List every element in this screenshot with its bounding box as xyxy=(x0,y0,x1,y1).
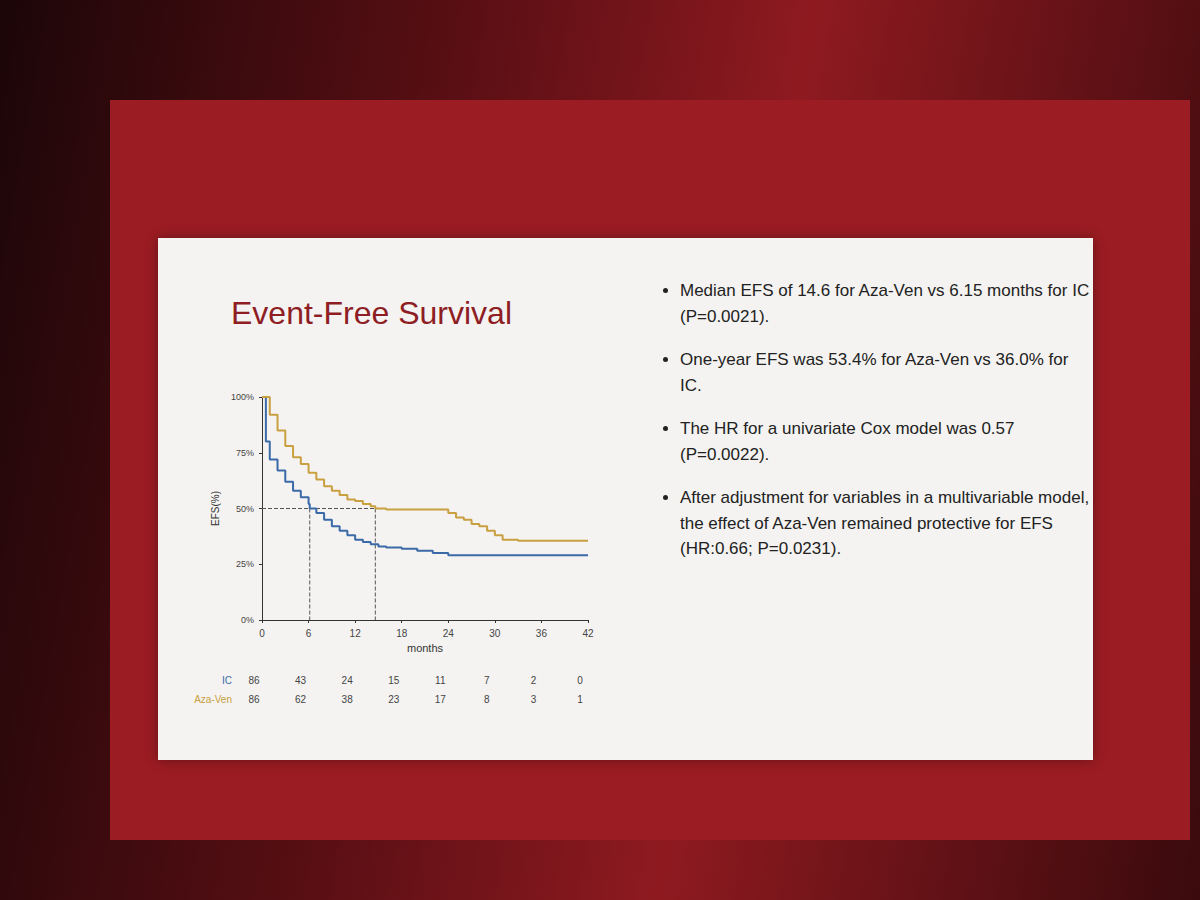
svg-text:6: 6 xyxy=(306,628,312,639)
svg-text:24: 24 xyxy=(443,628,455,639)
svg-text:EFS(%): EFS(%) xyxy=(210,491,221,526)
svg-text:86: 86 xyxy=(248,675,260,686)
svg-text:18: 18 xyxy=(396,628,408,639)
svg-text:Event-Free Survival: Event-Free Survival xyxy=(231,295,512,331)
svg-text:15: 15 xyxy=(388,675,400,686)
html-text:After adjustment for variables: After adjustment for variables in a mult… xyxy=(680,488,1090,558)
svg-text:0: 0 xyxy=(259,628,265,639)
svg-text:0%: 0% xyxy=(241,615,254,625)
svg-text:38: 38 xyxy=(342,694,354,705)
svg-text:2: 2 xyxy=(531,675,537,686)
svg-text:24: 24 xyxy=(342,675,354,686)
svg-text:50%: 50% xyxy=(236,504,254,514)
svg-text:43: 43 xyxy=(295,675,307,686)
svg-text:100%: 100% xyxy=(231,392,254,402)
svg-text:0: 0 xyxy=(577,675,583,686)
svg-text:months: months xyxy=(407,642,444,654)
svg-text:11: 11 xyxy=(435,675,446,686)
svg-text:30: 30 xyxy=(489,628,501,639)
svg-text:25%: 25% xyxy=(236,559,254,569)
svg-text:7: 7 xyxy=(484,675,490,686)
svg-text:42: 42 xyxy=(582,628,594,639)
html-text:The HR for a univariate Cox mo: The HR for a univariate Cox model was 0.… xyxy=(680,419,1015,464)
html-text:Median EFS of 14.6 for Aza-Ven: Median EFS of 14.6 for Aza-Ven vs 6.15 m… xyxy=(680,281,1090,326)
svg-text:23: 23 xyxy=(388,694,400,705)
svg-text:1: 1 xyxy=(577,694,583,705)
svg-text:75%: 75% xyxy=(236,448,254,458)
svg-text:IC: IC xyxy=(222,675,232,686)
svg-text:62: 62 xyxy=(295,694,307,705)
svg-text:Aza-Ven: Aza-Ven xyxy=(194,694,232,705)
svg-text:17: 17 xyxy=(435,694,447,705)
svg-text:12: 12 xyxy=(350,628,362,639)
html-text:One-year EFS was 53.4% for Aza: One-year EFS was 53.4% for Aza-Ven vs 36… xyxy=(680,350,1069,395)
svg-text:36: 36 xyxy=(536,628,548,639)
svg-text:3: 3 xyxy=(531,694,537,705)
svg-text:86: 86 xyxy=(248,694,260,705)
svg-text:8: 8 xyxy=(484,694,490,705)
